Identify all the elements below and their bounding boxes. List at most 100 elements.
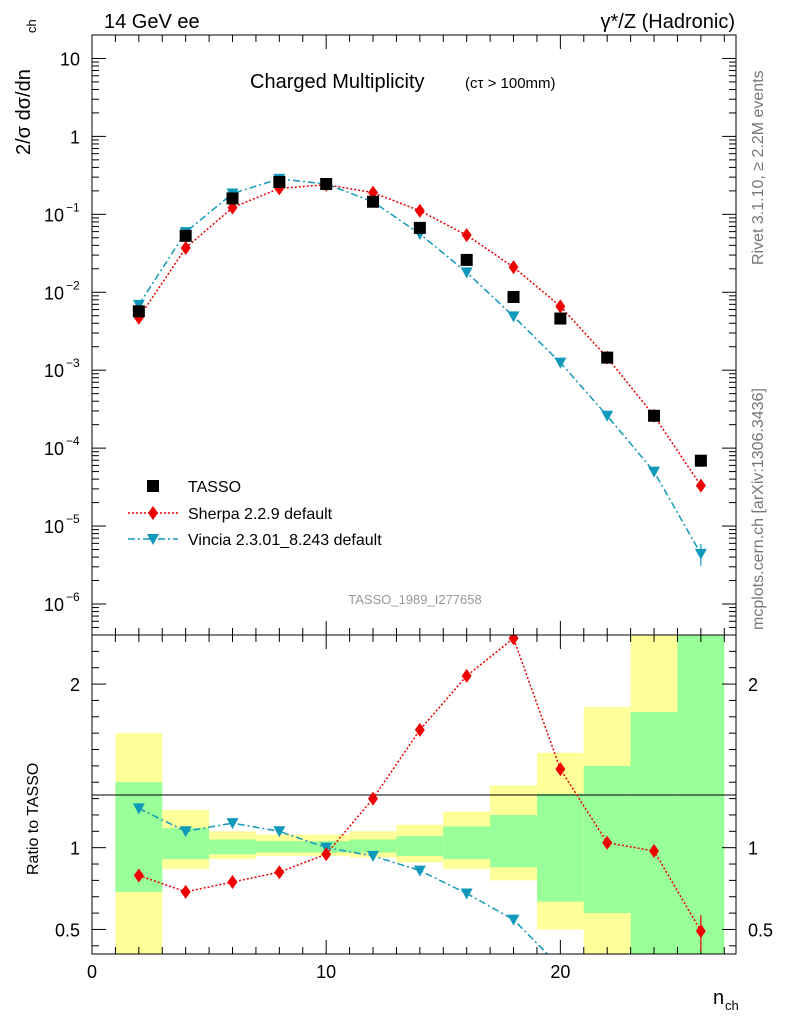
tasso-point <box>601 351 614 364</box>
top-ylabel-text: 2/σ dσ/dn <box>13 69 35 155</box>
ratio-sherpa-point <box>180 884 191 899</box>
bottom-axis-ticks: 0 10 20 0.5 0.5 1 1 2 2 <box>55 635 773 982</box>
xlabel-subscript: ch <box>725 998 739 1013</box>
top-series-layer <box>132 173 707 566</box>
tasso-point <box>694 454 707 467</box>
tasso-point <box>132 305 145 318</box>
tasso-point <box>273 175 286 188</box>
legend: TASSO Sherpa 2.2.9 default Vincia 2.3.01… <box>128 479 382 549</box>
ratio-sherpa-point <box>508 635 519 646</box>
ratio-sherpa-point <box>602 835 613 850</box>
ratio-sherpa-point <box>461 668 472 683</box>
chart-subtitle: (cτ > 100mm) <box>465 75 556 92</box>
vincia-point <box>507 311 520 323</box>
ratio-vincia-point <box>132 803 145 815</box>
top-ytick-label: 10 <box>44 439 64 459</box>
rivet-version-label: Rivet 3.1.10, ≥ 2.2M events <box>750 70 767 265</box>
ratio-sherpa-point <box>274 865 285 880</box>
ratio-band-inner <box>536 793 584 902</box>
ratio-sherpa-point <box>133 868 144 883</box>
top-ytick-label: 10 <box>44 283 64 303</box>
ratio-ytick-label-right: 0.5 <box>748 920 773 940</box>
ratio-sherpa-point <box>555 762 566 777</box>
ratio-band-inner <box>255 841 303 853</box>
sherpa-point <box>180 240 191 255</box>
ratio-band-inner <box>630 711 678 954</box>
ratio-sherpa-point <box>227 875 238 890</box>
ratio-band-inner <box>490 814 537 868</box>
xtick-label: 10 <box>316 962 336 982</box>
top-ylabel-subscript: ch <box>24 19 39 33</box>
ratio-ytick-label-left: 1 <box>70 839 80 859</box>
analysis-watermark: TASSO_1989_I277658 <box>348 592 481 607</box>
tasso-point <box>648 409 661 422</box>
ratio-vincia-point <box>226 818 239 830</box>
legend-tasso-marker <box>147 480 159 492</box>
top-ytick-exponent: −2 <box>66 278 80 292</box>
top-ytick-exponent: −4 <box>66 434 80 448</box>
top-ytick-exponent: −1 <box>66 200 80 214</box>
tasso-point <box>226 192 239 205</box>
tasso-point <box>367 195 380 208</box>
ratio-vincia-point <box>273 826 286 838</box>
ratio-ytick-label-right: 2 <box>748 675 758 695</box>
top-ytick-label: 10 <box>44 205 64 225</box>
ratio-sherpa-point <box>368 791 379 806</box>
ratio-band-inner <box>349 839 397 853</box>
top-ylabel: 2/σ dσ/dn ch <box>13 19 39 155</box>
top-ytick-exponent: −5 <box>66 512 80 526</box>
xtick-label: 20 <box>550 962 570 982</box>
ratio-vincia-line <box>138 807 549 954</box>
ratio-ytick-label-right: 1 <box>748 839 758 859</box>
ratio-vincia-point <box>179 826 192 838</box>
tasso-point <box>507 290 520 303</box>
top-ytick-label: 10 <box>60 49 80 69</box>
ratio-vincia-point <box>367 850 380 862</box>
process-label: γ*/Z (Hadronic) <box>601 11 735 33</box>
sherpa-point <box>555 299 566 314</box>
top-ytick-label: 10 <box>44 595 64 615</box>
tasso-point <box>460 253 473 266</box>
ratio-vincia-point <box>460 888 473 900</box>
tasso-point <box>179 229 192 242</box>
tasso-point <box>554 312 567 325</box>
ratio-ytick-label-left: 2 <box>70 675 80 695</box>
chart-title: Charged Multiplicity <box>250 71 425 93</box>
ratio-ytick-label-left: 0.5 <box>55 920 80 940</box>
ratio-band-inner <box>396 836 444 856</box>
ratio-sherpa-point <box>649 843 660 858</box>
mcplots-label: mcplots.cern.ch [arXiv:1306.3436] <box>750 388 767 630</box>
legend-vincia-label: Vincia 2.3.01_8.243 default <box>188 532 382 549</box>
top-ytick-exponent: −6 <box>66 590 80 604</box>
top-ytick-label: 10 <box>44 517 64 537</box>
sherpa-point <box>414 203 425 218</box>
ratio-band-inner <box>443 826 491 860</box>
sherpa-point <box>695 478 706 493</box>
tasso-point <box>320 177 333 190</box>
vincia-point <box>460 267 473 279</box>
ratio-sherpa-point <box>321 847 332 862</box>
legend-tasso-label: TASSO <box>188 479 241 496</box>
ratio-vincia-point <box>413 865 426 877</box>
legend-sherpa-marker <box>148 506 158 520</box>
bottom-frame <box>91 634 737 955</box>
ratio-band-inner <box>209 839 256 855</box>
xlabel: n <box>713 987 724 1009</box>
legend-vincia-marker <box>147 534 159 545</box>
sherpa-point <box>508 260 519 275</box>
vincia-point <box>648 466 661 478</box>
xtick-label: 0 <box>87 962 97 982</box>
tasso-point <box>413 221 426 234</box>
energy-label: 14 GeV ee <box>104 11 200 33</box>
top-ytick-label: 1 <box>70 127 80 147</box>
vincia-point <box>601 410 614 422</box>
ratio-series-layer <box>132 635 706 954</box>
vincia-point <box>554 357 567 369</box>
ratio-sherpa-point <box>414 722 425 737</box>
top-ytick-label: 10 <box>44 361 64 381</box>
sherpa-point <box>461 228 472 243</box>
top-ytick-exponent: −3 <box>66 356 80 370</box>
ratio-ylabel: Ratio to TASSO <box>25 763 42 875</box>
